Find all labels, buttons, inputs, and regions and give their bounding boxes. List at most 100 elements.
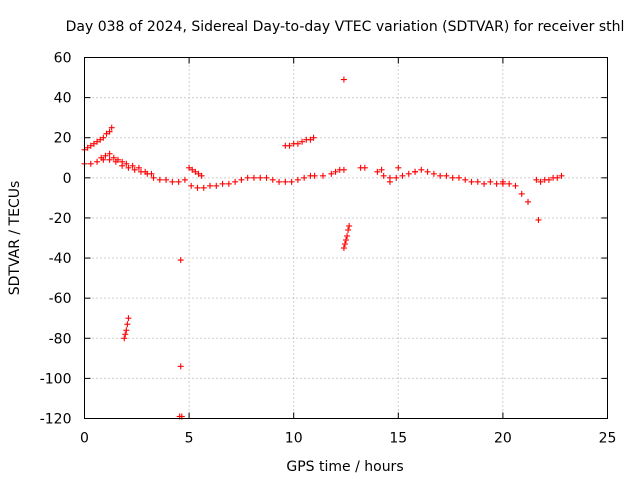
data-point — [537, 178, 544, 185]
data-point — [124, 321, 131, 328]
data-point — [449, 174, 456, 181]
data-point — [340, 166, 347, 173]
data-point — [512, 182, 519, 189]
data-point — [380, 172, 387, 179]
data-point — [119, 158, 126, 165]
data-point — [87, 160, 94, 167]
data-point — [344, 232, 351, 239]
data-point — [430, 170, 437, 177]
data-point — [412, 168, 419, 175]
y-tick-label: -60 — [49, 291, 72, 307]
data-point — [200, 184, 207, 191]
data-point — [135, 164, 142, 171]
data-point — [114, 156, 121, 163]
data-point — [121, 335, 128, 342]
y-tick-label: -40 — [49, 251, 72, 267]
data-point — [341, 241, 348, 248]
data-point — [250, 174, 257, 181]
data-point — [399, 172, 406, 179]
data-point — [374, 168, 381, 175]
data-point — [110, 154, 117, 161]
data-point — [361, 164, 368, 171]
y-tick-labels: -120 -100 -80 -60 -40 -20 0 20 40 60 — [40, 51, 72, 428]
series-upper_band — [98, 150, 155, 177]
data-point — [192, 168, 199, 175]
data-points — [81, 76, 565, 420]
data-point — [84, 144, 91, 151]
data-point — [319, 172, 326, 179]
x-tick-label: 0 — [80, 431, 89, 447]
data-point — [405, 170, 412, 177]
data-point — [102, 152, 109, 159]
data-point — [378, 166, 385, 173]
data-point — [332, 168, 339, 175]
data-point — [175, 178, 182, 185]
series-drop_12_5 — [340, 222, 353, 252]
chart-title: Day 038 of 2024, Sidereal Day-to-day VTE… — [66, 19, 625, 35]
data-point — [282, 178, 289, 185]
data-point — [310, 134, 317, 141]
data-point — [108, 124, 115, 131]
y-tick-label: 60 — [54, 51, 72, 67]
data-point — [437, 172, 444, 179]
y-tick-label: -100 — [40, 371, 72, 387]
y-tick-label: -120 — [40, 412, 72, 428]
data-point — [345, 226, 352, 233]
data-point — [328, 170, 335, 177]
data-point — [545, 176, 552, 183]
data-point — [106, 156, 113, 163]
data-point — [533, 176, 540, 183]
data-point — [169, 178, 176, 185]
data-point — [189, 166, 196, 173]
data-point — [207, 182, 214, 189]
series-arc_9_11 — [282, 134, 317, 149]
data-point — [468, 178, 475, 185]
data-point — [340, 76, 347, 83]
data-point — [386, 178, 393, 185]
data-point — [100, 134, 107, 141]
y-tick-label: 0 — [63, 171, 72, 187]
data-point — [558, 172, 565, 179]
data-point — [525, 198, 532, 205]
series-rising_arc — [81, 124, 115, 153]
data-point — [286, 142, 293, 149]
y-tick-label: 40 — [54, 91, 72, 107]
data-point — [198, 172, 205, 179]
data-point — [150, 174, 157, 181]
data-point — [106, 150, 113, 157]
data-point — [499, 178, 506, 185]
data-point — [195, 170, 202, 177]
data-point — [181, 176, 188, 183]
data-point — [346, 222, 353, 229]
data-point — [186, 164, 193, 171]
data-point — [97, 136, 104, 143]
data-point — [424, 168, 431, 175]
data-point — [443, 172, 450, 179]
x-tick-label: 25 — [599, 431, 617, 447]
y-tick-label: 20 — [54, 131, 72, 147]
data-point — [103, 130, 110, 137]
data-point — [418, 166, 425, 173]
data-point — [238, 176, 245, 183]
data-point — [311, 172, 318, 179]
y-axis-label: SDTVAR / TECUs — [7, 181, 23, 296]
plot-frame — [84, 57, 608, 419]
grid-lines — [84, 57, 608, 419]
x-tick-label: 5 — [185, 431, 194, 447]
data-point — [263, 174, 270, 181]
data-point — [294, 140, 301, 147]
data-point — [535, 216, 542, 223]
data-point — [142, 168, 149, 175]
data-point — [307, 136, 314, 143]
data-point — [393, 174, 400, 181]
data-point — [294, 176, 301, 183]
data-point — [131, 166, 138, 173]
series-track_14_22 — [374, 166, 532, 205]
y-tick-label: -80 — [49, 331, 72, 347]
data-point — [219, 180, 226, 187]
data-point — [123, 160, 130, 167]
data-point — [123, 327, 130, 334]
data-point — [194, 184, 201, 191]
data-point — [395, 164, 402, 171]
